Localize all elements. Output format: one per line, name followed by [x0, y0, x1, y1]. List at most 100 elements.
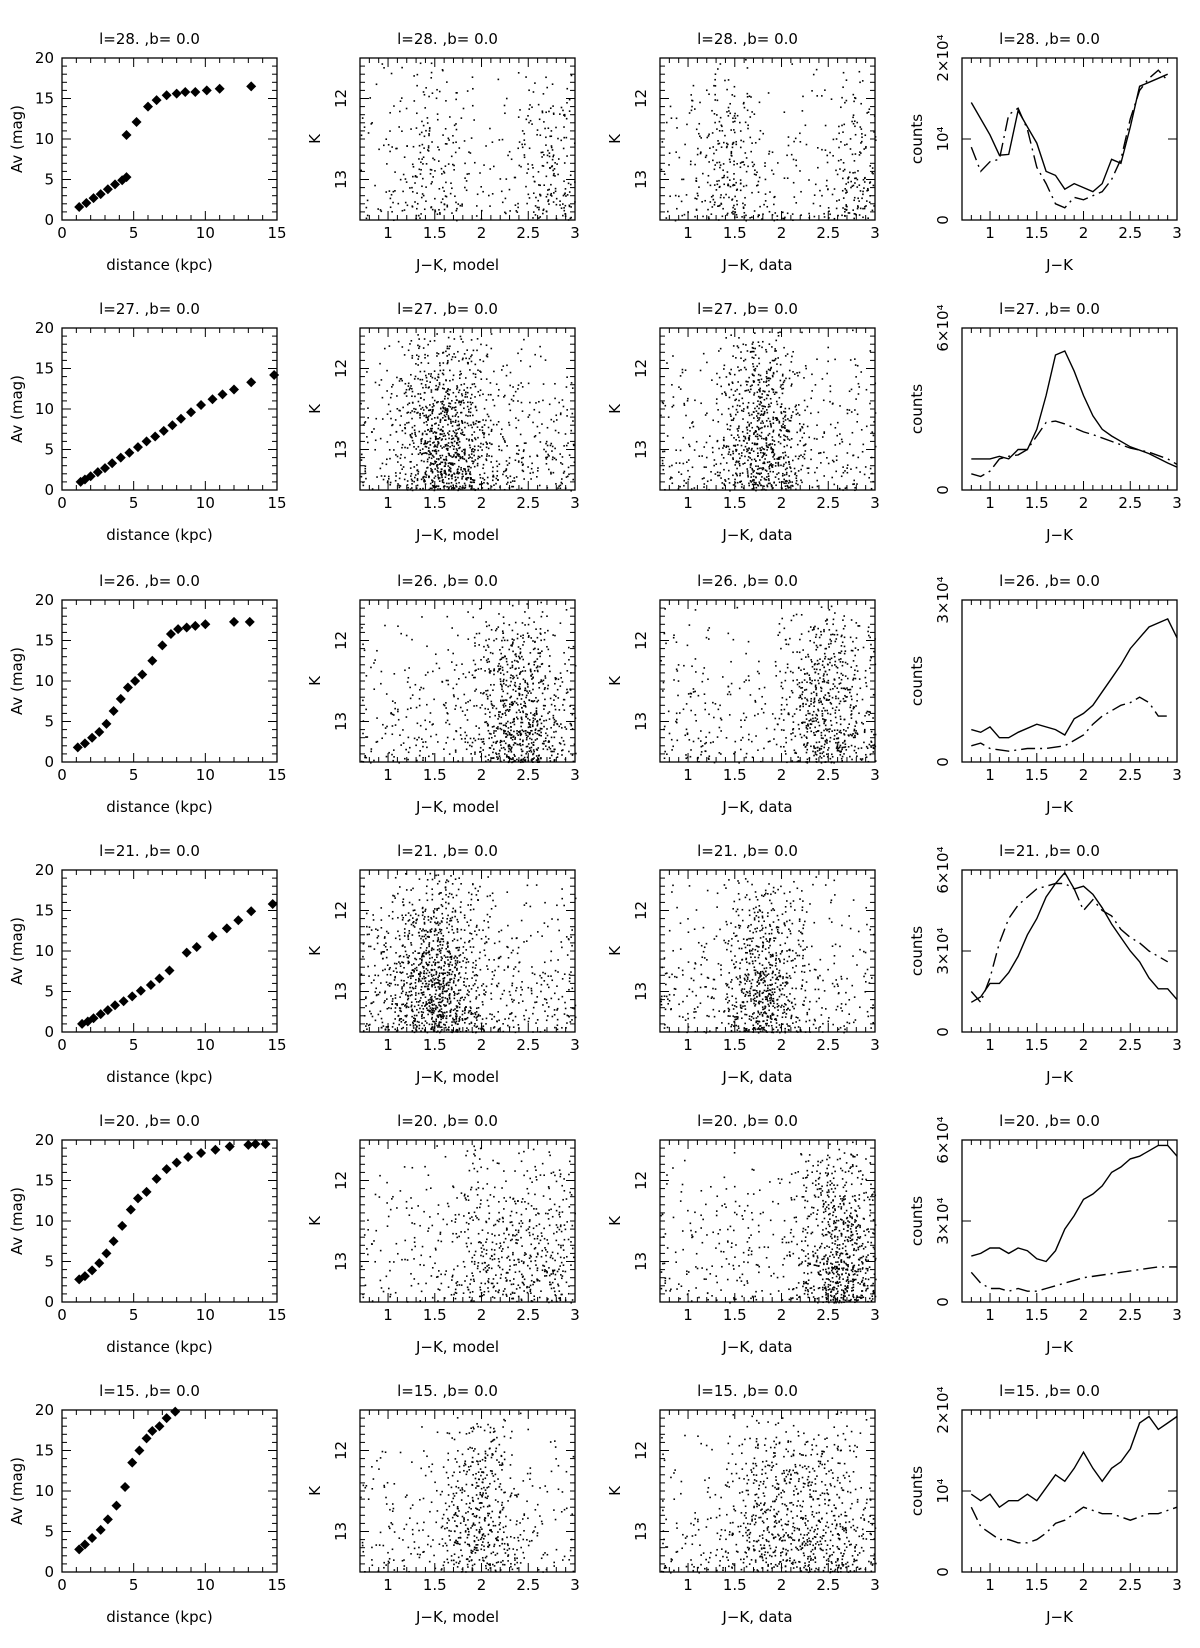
- cmd-star: [561, 456, 564, 458]
- cmd-star: [513, 477, 516, 479]
- cmd-star: [702, 172, 704, 175]
- cmd-star: [361, 117, 364, 119]
- cmd-star: [420, 442, 423, 445]
- cmd-star: [767, 446, 770, 449]
- cmd-star: [554, 187, 557, 190]
- cmd-star: [714, 85, 717, 87]
- cmd-star: [436, 458, 438, 460]
- cmd-star: [781, 373, 784, 376]
- cmd-star: [816, 467, 818, 469]
- cmd-star: [418, 338, 420, 340]
- cmd-star: [777, 441, 780, 443]
- cmd-star: [759, 459, 761, 461]
- cmd-star: [416, 73, 419, 76]
- cmd-star: [676, 207, 678, 210]
- cmd-star: [443, 414, 446, 417]
- cmd-star: [432, 442, 434, 444]
- cmd-star: [872, 184, 875, 187]
- cmd-star: [431, 479, 433, 481]
- cmd-star: [464, 448, 466, 451]
- cmd-star: [418, 144, 421, 147]
- cmd-star: [792, 181, 795, 184]
- cmd-star: [421, 432, 424, 435]
- cmd-star: [432, 432, 435, 434]
- cmd-star: [856, 186, 859, 188]
- cmd-star: [466, 173, 469, 175]
- cmd-star: [853, 483, 855, 485]
- cmd-star: [753, 357, 755, 359]
- cmd-star: [421, 158, 423, 160]
- cmd-star: [545, 732, 547, 735]
- cmd-star: [473, 488, 475, 490]
- cmd-star: [499, 665, 502, 668]
- cmd-star: [522, 450, 525, 453]
- cmd-star: [777, 162, 779, 164]
- cmd-star: [469, 369, 471, 371]
- cmd-star: [753, 433, 755, 435]
- cmd-star: [492, 423, 495, 426]
- cmd-star: [758, 362, 761, 365]
- cmd-star: [394, 419, 397, 421]
- cmd-star: [522, 711, 525, 714]
- cmd-star: [559, 204, 561, 206]
- cmd-star: [411, 163, 414, 166]
- cmd-star: [543, 719, 545, 722]
- cmd-star: [772, 416, 774, 419]
- cmd-star: [514, 459, 517, 462]
- cmd-star: [544, 704, 546, 707]
- cmd-star: [362, 424, 365, 426]
- cmd-star: [857, 170, 859, 172]
- cmd-star: [456, 207, 458, 210]
- cmd-star: [448, 353, 450, 356]
- cmd-star: [740, 452, 743, 454]
- cmd-star: [503, 740, 505, 742]
- cmd-star: [563, 209, 566, 212]
- cmd-star: [458, 440, 461, 443]
- cmd-star: [413, 737, 416, 740]
- cmd-star: [850, 411, 853, 413]
- cmd-star: [742, 360, 745, 362]
- cmd-star: [439, 369, 442, 372]
- cmd-star: [485, 621, 487, 623]
- cmd-star: [731, 146, 734, 149]
- cmd-star: [755, 410, 758, 412]
- cmd-star: [423, 135, 426, 138]
- cmd-star: [434, 445, 437, 448]
- cmd-star: [489, 419, 492, 422]
- cmd-star: [721, 130, 724, 132]
- cmd-star: [750, 422, 752, 424]
- cmd-star: [707, 174, 710, 177]
- cmd-star: [439, 433, 442, 436]
- cmd-star: [678, 462, 681, 464]
- cmd-star: [729, 185, 732, 188]
- cmd-star: [398, 380, 401, 382]
- y-tick-label: 12: [632, 89, 650, 108]
- x-tick-label: 3: [870, 494, 880, 512]
- cmd-star: [517, 147, 520, 150]
- cmd-star: [555, 203, 558, 206]
- cmd-star: [758, 344, 761, 347]
- cmd-star: [554, 678, 557, 681]
- cmd-star: [452, 374, 455, 377]
- cmd-star: [438, 208, 440, 211]
- cmd-star: [505, 756, 508, 758]
- cmd-star: [425, 386, 427, 389]
- cmd-star: [531, 164, 534, 166]
- cmd-star: [752, 486, 755, 489]
- cmd-star: [424, 441, 427, 443]
- cmd-star: [433, 486, 436, 489]
- cmd-star: [493, 705, 495, 707]
- cmd-star: [731, 382, 734, 385]
- cmd-star: [477, 487, 480, 490]
- cmd-star: [844, 101, 846, 104]
- cmd-star: [472, 423, 475, 426]
- cmd-star: [414, 201, 416, 203]
- cmd-star: [467, 611, 469, 613]
- cmd-star: [430, 391, 433, 393]
- cmd-star: [857, 197, 859, 200]
- cmd-star: [414, 182, 416, 184]
- cmd-star: [739, 179, 742, 181]
- cmd-star: [493, 484, 495, 486]
- cmd-star: [451, 435, 453, 437]
- cmd-star: [520, 461, 523, 464]
